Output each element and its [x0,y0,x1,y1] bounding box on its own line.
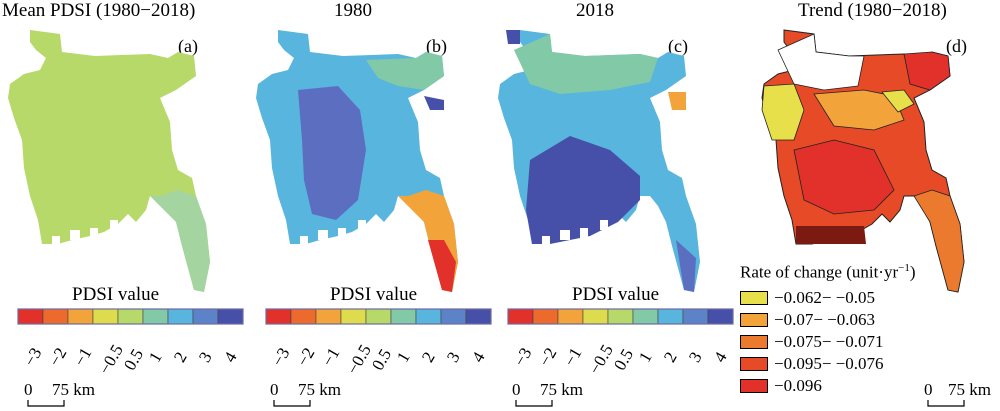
trend-legend-swatch [740,291,768,305]
map-a [8,30,210,292]
map-d-north-west [777,33,865,91]
trend-legend-item: −0.075− −0.071 [740,332,884,352]
map-d-west [761,83,805,141]
map-a-coastal-islands [52,220,118,244]
map-b [256,30,458,292]
scalebar-a [27,400,65,407]
trend-legend-swatch [740,379,768,393]
scalebar-b-end: 75 km [298,380,341,399]
trend-legend-title: Rate of change (unit·yr−1) [740,262,916,282]
trend-legend-item: −0.07− −0.063 [740,310,875,330]
trend-legend-label: −0.095− −0.076 [774,354,884,373]
scalebar-a-end: 75 km [52,380,95,399]
map-d [761,29,965,293]
scalebar-d [927,400,965,407]
map-c-coastal-islands [542,220,608,244]
trend-legend-label: −0.096 [774,376,822,395]
map-b-ne-patch [424,96,444,110]
panel-d-title: Trend (1980−2018) [798,0,947,21]
panel-c: 2018 (c) PDSI value −3 −2 −1 −0.5 0.5 1 2 3 4 0 … [490,0,735,411]
colorbar-c [507,308,734,325]
trend-legend-label: −0.062− −0.05 [774,288,876,307]
map-d-north-east [903,51,951,91]
map-a-coastal-zone [150,190,210,292]
map-c-south-east [676,240,696,292]
panel-c-title: 2018 [576,0,614,21]
scalebar-b [273,400,311,407]
map-b-core-wet [298,86,366,220]
colorbar-frame [507,308,734,325]
colorbar-a [17,308,244,325]
scalebar-c [515,400,553,407]
map-d-sundarbans [796,226,866,244]
map-c [498,30,700,292]
colorbar-b-title: PDSI value [330,284,418,305]
trend-legend-item: −0.095− −0.076 [740,354,884,374]
colorbar-a-swatches [17,308,244,325]
map-b-north-east [366,52,444,90]
trend-legend-item: −0.096 [740,376,822,396]
trend-legend-label: −0.07− −0.063 [774,310,876,329]
panel-d: Trend (1980−2018) (d) Rate of change (un… [738,0,1000,411]
scalebar-c-start: 0 [512,380,521,399]
map-d-central [793,139,895,215]
map-d-south-east [913,189,965,293]
colorbar-frame [17,308,244,325]
panel-a-title: Mean PDSI (1980−2018) [2,0,196,21]
colorbar-b [265,308,492,325]
panel-a-label: (a) [178,36,198,56]
panel-b-label: (b) [426,36,447,56]
colorbar-b-swatches [265,308,492,325]
map-d-central-north [813,89,905,131]
scalebar-d-end: 75 km [948,380,991,399]
scalebar-a-start: 0 [24,380,33,399]
trend-legend-swatch [740,357,768,371]
scalebar-b-start: 0 [270,380,279,399]
map-c-ne-patch [668,92,686,110]
panel-d-label: (d) [946,36,967,56]
trend-legend-swatch [740,313,768,327]
panel-b: 1980 (b) PDSI value −3 −2 −1 −0.5 0.5 1 2 3 4 0 … [248,0,493,411]
panel-b-title: 1980 [334,0,372,21]
map-d-patch-1 [881,89,915,113]
map-c-south-west-wet [526,136,640,244]
panel-c-label: (c) [668,36,688,56]
map-b-coastal-islands [300,220,366,244]
trend-legend-swatch [740,335,768,349]
colorbar-a-title: PDSI value [72,284,160,305]
colorbar-c-title: PDSI value [572,284,660,305]
panel-a: Mean PDSI (1980−2018) (a) PDSI value −3−… [0,0,245,411]
map-c-north [514,34,658,94]
trend-legend-item: −0.062− −0.05 [740,288,875,308]
map-b-south-east-red [428,240,456,292]
map-c-nw-patch [506,30,520,44]
scalebar-c-end: 75 km [540,380,583,399]
colorbar-frame [265,308,492,325]
trend-legend-label: −0.075− −0.071 [774,332,884,351]
colorbar-c-swatches [507,308,734,325]
scalebar-d-start: 0 [924,380,933,399]
